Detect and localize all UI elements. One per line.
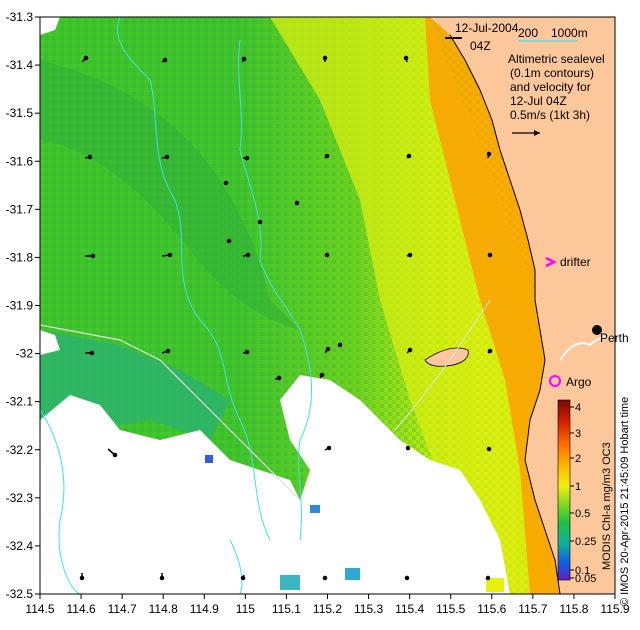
argo-track: [394, 299, 491, 431]
velocity-arrows: [79, 55, 493, 581]
argo-marker-icon: [549, 375, 561, 387]
x-tick-label: 115.1: [272, 602, 301, 616]
colorbar-tick-label: 2: [575, 453, 581, 465]
y-axis: -31.3 -31.4 -31.5 -31.6 -31.7 -31.8 -31.9 -32 -3…: [6, 10, 40, 601]
drifter-track: [40, 324, 301, 501]
colorbar-tick-label: 0.05: [575, 573, 596, 585]
drifter-marker-icon: [545, 256, 557, 268]
y-tick-label: -32: [16, 347, 34, 361]
argo-label: Argo: [566, 375, 592, 389]
swan-river: [559, 336, 613, 361]
dark-green-band: [40, 60, 300, 330]
colorbar: [557, 399, 571, 581]
rottnest-island: [424, 347, 469, 367]
x-tick-label: 115.2: [313, 602, 342, 616]
y-tick-label: -31.4: [6, 58, 34, 72]
sealevel-contour: [116, 17, 271, 541]
y-tick-label: -32.3: [6, 491, 34, 505]
velocity-scale-arrowhead: [534, 130, 540, 136]
x-tick-label: 115.7: [518, 602, 547, 616]
legend-line-4: 12-Jul 04Z: [510, 94, 567, 108]
y-tick-label: -31.7: [6, 202, 34, 216]
y-tick-label: -32.1: [6, 395, 34, 409]
colorbar-tick-label: 1: [575, 481, 581, 493]
data-pixel: [205, 455, 213, 463]
x-tick-label: 115.9: [600, 602, 629, 616]
y-tick-label: -31.9: [6, 299, 34, 313]
colorbar-ticks: 4 3 2 1 0.5 0.25 0.10.05: [570, 402, 596, 585]
sealevel-contour: [40, 409, 81, 594]
data-pixel: [486, 578, 504, 592]
colorbar-tick-label: 0.1: [575, 565, 590, 577]
x-tick-label: 114.6: [67, 602, 96, 616]
x-tick-label: 115.6: [477, 602, 506, 616]
sealevel-contour: [229, 539, 243, 594]
y-tick-label: -32.4: [6, 539, 34, 553]
x-tick-label: 114.9: [190, 602, 219, 616]
x-tick-label: 115.4: [395, 602, 424, 616]
data-pixel: [310, 505, 320, 513]
colorbar-tick-label: 3: [575, 428, 581, 440]
legend-line-2: (0.1m contours): [510, 66, 594, 80]
colorbar-tick-label: 0.5: [575, 508, 590, 520]
x-tick-label: 115: [236, 602, 255, 616]
x-tick-label: 115.3: [354, 602, 383, 616]
city-label-perth: Perth: [600, 331, 629, 345]
x-tick-label: 115.8: [559, 602, 588, 616]
colorbar-title: MODIS Chl-a mg/m3 OC3: [601, 442, 613, 570]
coastline: [449, 34, 561, 594]
x-tick-label: 114.5: [25, 602, 54, 616]
colorbar-tick-label: 4: [575, 402, 581, 414]
data-pixel: [345, 568, 360, 580]
y-tick-label: -31.8: [6, 250, 34, 264]
data-pixel: [280, 575, 300, 590]
cloud-left-notch: [40, 330, 60, 355]
y-tick-label: -31.6: [6, 154, 34, 168]
y-tick-label: -31.3: [6, 10, 34, 24]
legend-line-5: 0.5m/s (1kt 3h): [510, 108, 590, 122]
isobath-label-1000: 1000m: [551, 26, 588, 40]
x-tick-label: 114.8: [149, 602, 178, 616]
cloud-top-left: [40, 17, 60, 35]
x-tick-label: 114.7: [108, 602, 137, 616]
sealevel-contour: [238, 39, 312, 541]
map-time: 04Z: [470, 39, 491, 53]
y-tick-label: -32.5: [6, 587, 34, 601]
x-axis: 114.5 114.6 114.7 114.8 114.9 115 115.1 115.2 11…: [25, 594, 630, 616]
x-tick-label: 115.5: [436, 602, 465, 616]
cloud-region: [40, 375, 510, 594]
drifter-label: drifter: [560, 255, 591, 269]
colorbar-tick-label: 0.25: [575, 536, 596, 548]
map-date: 12-Jul-2004: [455, 21, 519, 35]
legend-line-3: and velocity for: [510, 80, 591, 94]
isobath-label-200: 200: [518, 26, 538, 40]
legend-line-1: Altimetric sealevel: [508, 52, 605, 66]
y-tick-label: -32.2: [6, 443, 34, 457]
perth-marker-icon: [592, 325, 602, 335]
y-tick-label: -31.5: [6, 106, 34, 120]
credit-text: © IMOS 20-Apr-2015 21:45:09 Hobart time: [619, 397, 631, 606]
